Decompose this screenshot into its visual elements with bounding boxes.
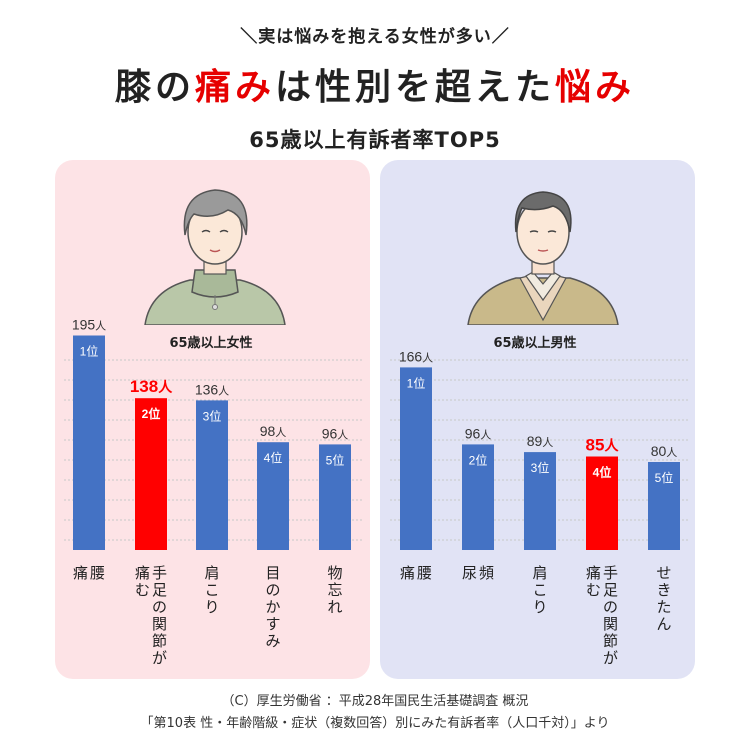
female-value-label: 98人 — [260, 423, 287, 439]
female-bar — [135, 398, 167, 550]
female-chart-title: 65歳以上女性 — [169, 336, 253, 351]
male-category-char: り — [532, 598, 547, 616]
female-bar — [73, 335, 105, 550]
female-value-label: 136人 — [195, 381, 229, 397]
female-value-label: 138人 — [130, 377, 173, 396]
female-category-char: む — [135, 581, 150, 599]
male-rank-label: 3位 — [531, 460, 550, 475]
male-bar — [524, 452, 556, 550]
headline: 膝の痛みは性別を超えた悩み — [0, 58, 750, 110]
female-category-char: す — [265, 615, 280, 633]
female-bar — [196, 400, 228, 550]
female-rank-label: 1位 — [80, 344, 99, 359]
male-category-char: 肩 — [532, 564, 547, 582]
male-category-char: せ — [656, 564, 671, 582]
female-category-char: 忘 — [327, 581, 342, 599]
male-value-label: 85人 — [586, 436, 620, 455]
female-category-char: の — [152, 598, 167, 616]
male-category-char: 頻 — [479, 564, 494, 582]
female-category-char: 痛 — [135, 564, 150, 582]
female-category-char: り — [204, 598, 219, 616]
male-category-char: 痛 — [400, 564, 415, 582]
male-category-char: が — [603, 649, 618, 667]
female-value-label: 195人 — [72, 317, 106, 333]
female-rank-label: 4位 — [264, 450, 283, 465]
female-category-char: こ — [204, 581, 219, 599]
chart-subtitle: 65歳以上有訴者率TOP5 — [249, 128, 501, 152]
female-category-char: 物 — [327, 564, 342, 582]
female-bar — [319, 444, 351, 550]
male-bar — [648, 462, 680, 550]
male-rank-label: 4位 — [593, 465, 612, 480]
source-line-2: 「第10表 性・年齢階級・症状（複数回答）別にみた有訴者率（人口千対）」より — [140, 716, 610, 731]
male-value-label: 96人 — [465, 425, 492, 441]
female-category-char: れ — [327, 598, 342, 616]
female-rank-label: 2位 — [142, 406, 161, 421]
male-category-char: 節 — [603, 632, 618, 650]
female-avatar-illustration — [144, 189, 286, 325]
female-category-char: 肩 — [204, 564, 219, 582]
male-rank-label: 2位 — [469, 452, 488, 467]
female-rank-label: 5位 — [326, 452, 345, 467]
male-rank-label: 1位 — [407, 375, 426, 390]
male-category-char: む — [586, 581, 601, 599]
male-category-char: ん — [656, 615, 671, 633]
female-rank-label: 3位 — [203, 408, 222, 423]
male-bar — [400, 367, 432, 550]
male-value-label: 89人 — [527, 433, 554, 449]
female-bar — [257, 442, 289, 550]
female-category-char: 腰 — [90, 564, 105, 582]
headline-part-4: 悩み — [555, 66, 636, 108]
headline-part-1: 膝の — [114, 66, 195, 108]
female-category-char: か — [265, 598, 280, 616]
male-chart-title: 65歳以上男性 — [493, 336, 577, 351]
headline-part-2: 痛み — [194, 66, 275, 108]
female-category-char: の — [265, 581, 280, 599]
female-category-char: 節 — [152, 632, 167, 650]
female-value-label: 96人 — [322, 425, 349, 441]
male-category-char: の — [603, 598, 618, 616]
tagline: ＼実は悩みを抱える女性が多い／ — [240, 27, 510, 47]
female-category-char: 目 — [265, 564, 280, 582]
source-line-1: （C）厚生労働省 ：平成28年国民生活基礎調査 概況 — [221, 694, 529, 709]
male-avatar-illustration — [467, 191, 619, 325]
headline-part-3: は性別を超えた — [275, 66, 556, 108]
male-category-char: た — [656, 598, 671, 616]
male-category-char: 手 — [603, 564, 618, 582]
male-category-char: 尿 — [462, 564, 477, 582]
female-category-char: 痛 — [73, 564, 88, 582]
male-category-char: こ — [532, 581, 547, 599]
female-category-char: 関 — [152, 615, 167, 633]
male-bar — [462, 444, 494, 550]
male-category-char: 関 — [603, 615, 618, 633]
male-value-label: 80人 — [651, 443, 678, 459]
male-category-char: 足 — [603, 581, 618, 599]
male-category-char: 痛 — [586, 564, 601, 582]
male-value-label: 166人 — [399, 348, 433, 364]
male-bar — [586, 456, 618, 550]
female-category-char: 足 — [152, 581, 167, 599]
male-category-char: 腰 — [417, 564, 432, 582]
female-category-char: が — [152, 649, 167, 667]
male-rank-label: 5位 — [655, 470, 674, 485]
female-category-char: み — [265, 632, 280, 650]
male-category-char: き — [656, 581, 671, 599]
female-category-char: 手 — [152, 564, 167, 582]
